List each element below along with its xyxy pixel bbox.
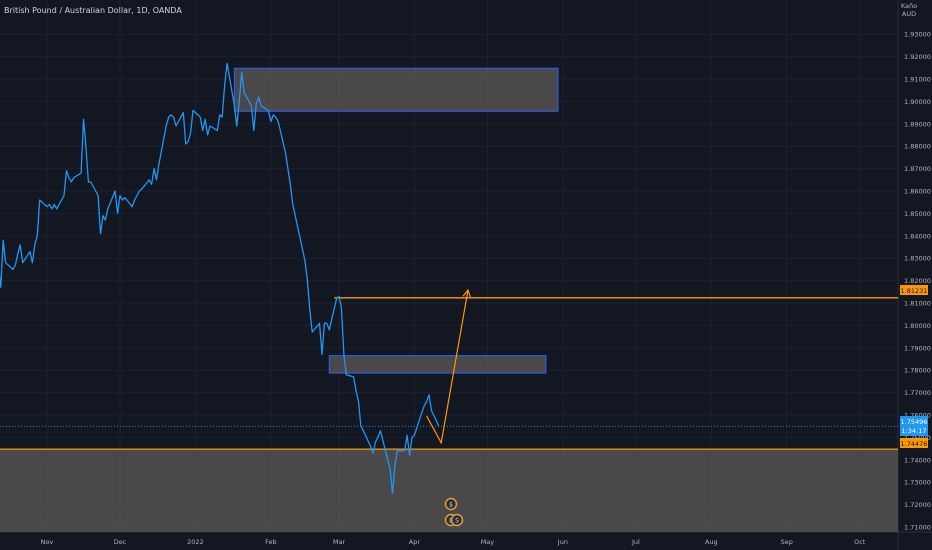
price-tick-label: 1.81000: [904, 300, 931, 308]
split-icon-ring: [450, 513, 464, 527]
time-tick-label: Sep: [781, 538, 793, 546]
price-tick-label: 1.79000: [904, 344, 931, 352]
time-tick-label: Oct: [854, 538, 866, 546]
price-tick-label: 1.92000: [904, 53, 931, 61]
price-tick-label: 1.72000: [904, 501, 931, 509]
bottom-level-badge: [900, 438, 928, 448]
price-tick-label: 1.93000: [904, 31, 931, 39]
time-tick-label: Jun: [557, 538, 568, 546]
price-axis-currency: AUD: [902, 10, 916, 18]
dividend-icon-glyph: $: [449, 502, 453, 509]
price-tick-label: 1.78000: [904, 367, 931, 375]
arrow-path: [426, 289, 469, 445]
countdown-badge-label: 1:34:17: [901, 427, 926, 435]
time-tick-label: May: [481, 538, 495, 546]
event-icons: $ES: [444, 497, 464, 527]
supply-demand-zones: [0, 67, 898, 532]
projection-arrow: [426, 288, 472, 445]
price-tick-label: 1.76000: [904, 412, 931, 420]
price-tick-label: 1.91000: [904, 76, 931, 84]
price-tick-label: 1.73000: [904, 479, 931, 487]
price-tick-label: 1.74000: [904, 456, 931, 464]
arrow-head: [462, 288, 472, 298]
current-price-badge: [900, 416, 928, 436]
time-tick-label: Feb: [265, 538, 277, 546]
price-tick-label: 1.84000: [904, 232, 931, 240]
split-icon: S: [450, 513, 464, 527]
price-series: [0, 62, 440, 495]
current-price-badge-label: 1.75496: [901, 418, 928, 426]
price-tick-label: 1.71000: [904, 524, 931, 532]
zone-rect: [328, 355, 547, 374]
price-tick-label: 1.82000: [904, 277, 931, 285]
time-tick-label: Apr: [409, 538, 421, 546]
top-level-badge-label: 1.81231: [901, 287, 928, 295]
price-tick-label: 1.89000: [904, 120, 931, 128]
price-tick-label: 1.80000: [904, 322, 931, 330]
price-axis[interactable]: Kaño AUD 1.93000 1.92000 1.91000 1.90000 1.8…: [901, 2, 931, 532]
time-tick-label: Nov: [41, 538, 54, 546]
time-tick-label: Aug: [705, 538, 718, 546]
dividend-icon: $: [444, 497, 458, 511]
bottom-level-badge-label: 1.74476: [901, 440, 928, 448]
price-line: [0, 62, 440, 495]
time-axis[interactable]: NovDec2022FebMarAprMayJunJulAugSepOctN: [41, 538, 932, 546]
price-tick-label: 1.75000: [904, 434, 931, 442]
price-tick-label: 1.83000: [904, 255, 931, 263]
top-level-badge: [900, 285, 928, 295]
price-tick-label: 1.87000: [904, 165, 931, 173]
price-badges: 1.81231 1.75496 1:34:17 1.74476: [900, 285, 928, 448]
chart-title: British Pound / Australian Dollar, 1D, O…: [4, 6, 182, 15]
zone-rect: [233, 67, 559, 112]
time-tick-label: 2022: [187, 538, 204, 546]
price-tick-label: 1.86000: [904, 188, 931, 196]
dividend-icon-ring: [444, 497, 458, 511]
price-tick-label: 1.85000: [904, 210, 931, 218]
price-axis-unit: Kaño: [901, 2, 917, 10]
time-tick-label: Jul: [631, 538, 640, 546]
horizontal-levels: [0, 297, 898, 450]
price-tick-label: 1.77000: [904, 389, 931, 397]
time-tick-label: Mar: [333, 538, 346, 546]
price-tick-label: 1.90000: [904, 98, 931, 106]
price-tick-label: 1.88000: [904, 143, 931, 151]
time-tick-label: Dec: [114, 538, 127, 546]
split-icon-glyph: S: [455, 518, 459, 525]
